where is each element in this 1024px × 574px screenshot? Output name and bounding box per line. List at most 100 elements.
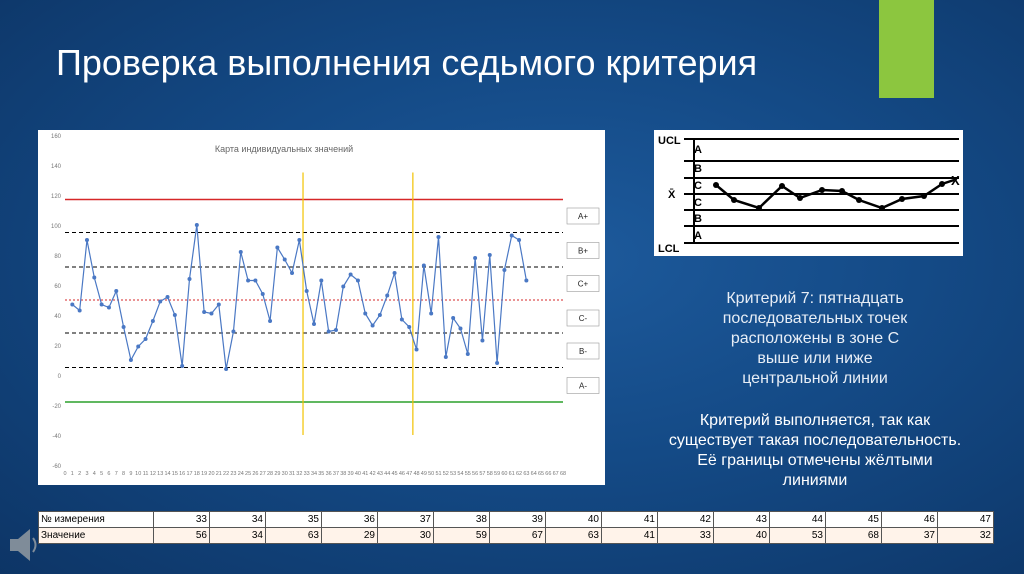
data-point — [128, 358, 133, 362]
x-tick-label: 40 — [355, 471, 361, 477]
x-tick-label: 42 — [370, 471, 376, 477]
x-tick-label: 56 — [472, 471, 478, 477]
data-point — [158, 299, 163, 304]
y-tick-label: 0 — [58, 374, 62, 380]
x-tick-label: 63 — [523, 471, 529, 477]
x-tick-label: 36 — [326, 471, 332, 477]
mini-zone-a-bottom: A — [694, 230, 702, 242]
x-tick-label: 46 — [399, 471, 405, 477]
data-point — [414, 347, 419, 352]
x-tick-label: 54 — [457, 471, 463, 477]
x-tick-label: 23 — [230, 471, 236, 477]
data-point — [172, 313, 177, 317]
zone-label-box — [566, 377, 600, 394]
result-line: Критерий выполняется, так как — [699, 412, 931, 429]
x-tick-label: 18 — [194, 471, 200, 477]
x-tick-label: 45 — [391, 471, 397, 477]
data-point — [114, 289, 119, 293]
data-point — [429, 311, 434, 316]
data-point — [517, 238, 522, 242]
x-tick-label: 27 — [260, 471, 266, 477]
y-tick-label: 100 — [51, 224, 62, 230]
y-tick-label: 60 — [54, 284, 61, 290]
data-point — [136, 344, 141, 349]
x-tick-label: 11 — [143, 471, 149, 477]
y-tick-label: 160 — [51, 134, 62, 140]
zone-label-box — [566, 242, 600, 259]
zone-label-box — [566, 207, 600, 225]
accent-bar — [879, 0, 934, 98]
x-tick-label: 67 — [553, 471, 559, 477]
table-cell: 38 — [433, 511, 490, 528]
zone-label-box — [566, 309, 600, 327]
table-cell: 37 — [881, 527, 938, 544]
x-tick-label: 32 — [296, 471, 302, 477]
x-tick-label: 52 — [443, 471, 449, 477]
data-point — [399, 317, 404, 322]
criterion-line: расположены в зоне С — [730, 330, 900, 347]
data-point — [260, 292, 265, 296]
measurement-table: № измерения 33 34 35 36 37 38 39 40 41 4… — [38, 511, 994, 544]
mini-zone-c-top: C — [694, 180, 702, 192]
criterion-line: Критерий 7: пятнадцать — [726, 290, 904, 307]
x-tick-label: 49 — [421, 471, 427, 477]
zone-label: A+ — [578, 212, 588, 221]
data-point — [407, 325, 412, 329]
x-tick-label: 5 — [100, 471, 103, 477]
data-point — [84, 238, 89, 242]
x-tick-label: 13 — [157, 471, 163, 477]
data-point — [333, 328, 338, 332]
table-cell: 59 — [433, 527, 490, 544]
x-tick-label: 38 — [340, 471, 346, 477]
x-tick-label: 28 — [267, 471, 273, 477]
x-tick-label: 22 — [223, 471, 229, 477]
result-line: существует такая последовательность. — [668, 432, 962, 449]
data-point — [121, 325, 126, 329]
data-point — [312, 322, 316, 326]
mini-zone-a-top: A — [694, 144, 702, 156]
x-tick-label: 0 — [63, 471, 66, 477]
table-cell: 36 — [321, 511, 378, 528]
x-tick-label: 19 — [201, 471, 207, 477]
x-tick-label: 64 — [531, 471, 537, 477]
slide-title: Проверка выполнения седьмого критерия — [56, 42, 758, 83]
y-tick-label: 40 — [54, 314, 61, 320]
criterion-line: центральной линии — [742, 370, 888, 387]
x-tick-label: 30 — [282, 471, 288, 477]
data-point — [290, 271, 295, 275]
table-cell: 39 — [489, 511, 546, 528]
x-tick-label: 61 — [509, 471, 515, 477]
data-point — [392, 271, 397, 275]
x-tick-label: 10 — [135, 471, 141, 477]
x-tick-label: 33 — [304, 471, 310, 477]
data-point — [355, 278, 360, 283]
speaker-icon[interactable] — [6, 523, 40, 567]
y-tick-label: -20 — [52, 404, 61, 410]
data-point — [473, 256, 478, 260]
mini-zone-b-bottom: B — [694, 213, 702, 225]
data-point — [436, 235, 441, 239]
data-point — [502, 268, 507, 272]
x-tick-label: 35 — [318, 471, 324, 477]
table-cell: 40 — [713, 527, 770, 544]
data-point — [348, 272, 353, 277]
x-tick-label: 7 — [115, 471, 118, 477]
x-tick-label: 25 — [245, 471, 251, 477]
data-point — [297, 238, 302, 242]
mini-lcl-label: LCL — [658, 243, 680, 255]
table-row-values: Значение 56 34 63 29 30 59 67 63 41 33 4… — [38, 527, 994, 544]
x-tick-label: 68 — [560, 471, 566, 477]
table-cell: 32 — [937, 527, 994, 544]
mini-x-label: X — [951, 173, 960, 188]
x-tick-label: 16 — [179, 471, 185, 477]
result-line: линиями — [782, 472, 848, 489]
x-tick-label: 53 — [450, 471, 456, 477]
x-tick-label: 55 — [465, 471, 471, 477]
x-tick-label: 50 — [428, 471, 434, 477]
data-point — [92, 275, 97, 280]
table-cell: 42 — [657, 511, 714, 528]
table-cell: 37 — [377, 511, 434, 528]
criterion-schematic-svg: UCL A B C X̄ C B A LCL X — [658, 135, 960, 255]
x-tick-label: 48 — [413, 471, 419, 477]
criterion-description: Критерий 7: пятнадцать последовательных … — [640, 289, 990, 389]
